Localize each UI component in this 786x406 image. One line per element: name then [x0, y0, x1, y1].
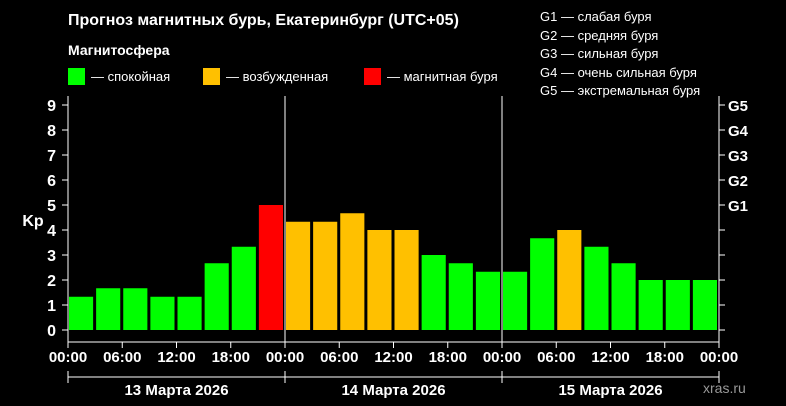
g-scale-item-g1: G1 — слабая буря — [540, 9, 652, 24]
kp-bar — [638, 280, 663, 330]
x-tick-label: 12:00 — [591, 349, 629, 366]
legend-item-storm: — магнитная буря — [364, 68, 498, 85]
chart-title: Прогноз магнитных бурь, Екатеринбург (UT… — [68, 12, 459, 29]
x-tick-label: 06:00 — [103, 349, 141, 366]
x-tick-label: 18:00 — [212, 349, 250, 366]
chart-subtitle: Магнитосфера — [68, 42, 170, 58]
day-label: 14 Марта 2026 — [341, 382, 445, 399]
x-tick-label: 12:00 — [157, 349, 195, 366]
credit-text: xras.ru — [703, 380, 746, 396]
kp-bar — [96, 288, 121, 330]
kp-bar — [69, 296, 94, 330]
y-tick-label: 6 — [47, 173, 56, 190]
legend-swatch-active — [203, 68, 220, 85]
g-tick-label: G4 — [728, 123, 749, 140]
kp-bar — [313, 221, 338, 330]
kp-bar — [231, 246, 256, 330]
legend-item-quiet: — спокойная — [68, 68, 170, 85]
legend-item-active: — возбужденная — [203, 68, 328, 85]
x-tick-label: 18:00 — [646, 349, 684, 366]
y-tick-label: 5 — [47, 198, 56, 215]
kp-bar — [421, 255, 446, 330]
kp-bar — [123, 288, 148, 330]
g-tick-label: G5 — [728, 98, 748, 115]
kp-bar — [448, 263, 473, 330]
y-tick-label: 0 — [47, 323, 56, 340]
kp-bar — [584, 246, 609, 330]
kp-bar — [692, 280, 717, 330]
day-label: 13 Марта 2026 — [124, 382, 228, 399]
x-tick-label: 18:00 — [429, 349, 467, 366]
x-tick-label: 12:00 — [374, 349, 412, 366]
legend-swatch-storm — [364, 68, 381, 85]
kp-bar — [258, 205, 283, 330]
kp-bar — [340, 213, 365, 330]
kp-bar — [503, 271, 528, 330]
y-tick-label: 4 — [47, 223, 56, 240]
x-tick-label: 06:00 — [320, 349, 358, 366]
kp-bar — [665, 280, 690, 330]
g-scale-item-g5: G5 — экстремальная буря — [540, 83, 701, 98]
y-axis-label: Kp — [22, 213, 44, 230]
kp-bar — [557, 230, 582, 330]
y-tick-label: 9 — [47, 98, 56, 115]
legend-label-storm: — магнитная буря — [387, 69, 498, 84]
g-tick-label: G3 — [728, 148, 748, 165]
y-tick-label: 3 — [47, 248, 56, 265]
y-tick-label: 7 — [47, 148, 56, 165]
kp-bar — [177, 296, 202, 330]
g-scale-legend: G1 — слабая буря G2 — средняя буря G3 — … — [540, 8, 700, 101]
day-label: 15 Марта 2026 — [558, 382, 662, 399]
g-tick-label: G1 — [728, 198, 748, 215]
x-tick-label: 00:00 — [266, 349, 304, 366]
legend-label-active: — возбужденная — [226, 69, 329, 84]
x-tick-label: 00:00 — [700, 349, 738, 366]
kp-bar — [611, 263, 636, 330]
g-scale-item-g2: G2 — средняя буря — [540, 27, 659, 43]
y-tick-label: 1 — [47, 298, 56, 315]
legend-label-quiet: — спокойная — [91, 69, 171, 84]
x-tick-label: 00:00 — [49, 349, 87, 366]
g-tick-label: G2 — [728, 173, 748, 190]
x-tick-label: 06:00 — [537, 349, 575, 366]
kp-bar — [530, 238, 555, 330]
y-tick-label: 2 — [47, 273, 56, 290]
x-tick-label: 00:00 — [483, 349, 521, 366]
kp-bar — [204, 263, 229, 330]
g-scale-item-g3: G3 — сильная буря — [540, 46, 659, 61]
y-tick-label: 8 — [47, 123, 56, 140]
kp-bar — [475, 271, 500, 330]
kp-bar — [394, 230, 419, 330]
kp-bar — [367, 230, 392, 330]
g-scale-item-g4: G4 — очень сильная буря — [540, 64, 697, 80]
kp-bar — [150, 296, 175, 330]
legend-swatch-quiet — [68, 68, 85, 85]
kp-bar — [286, 221, 311, 330]
